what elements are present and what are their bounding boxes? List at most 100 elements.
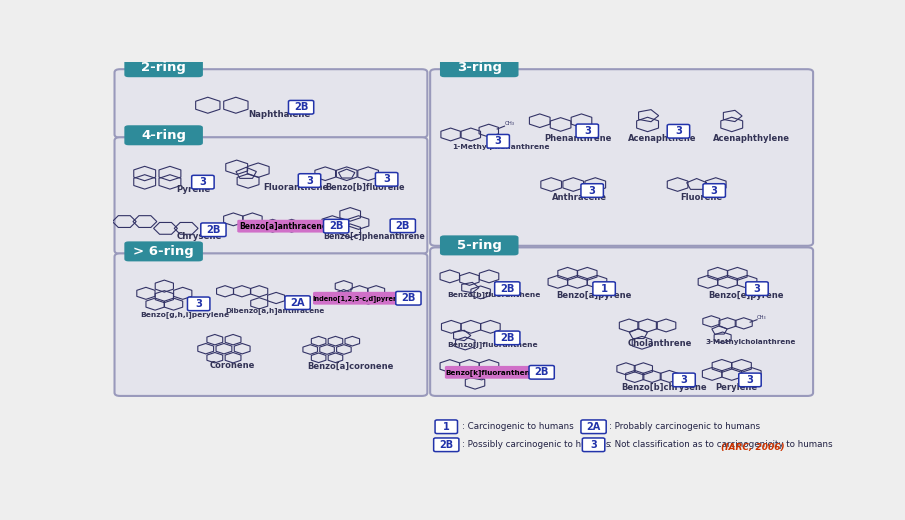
Text: Acenaphthylene: Acenaphthylene xyxy=(713,134,790,142)
Text: 2B: 2B xyxy=(401,293,415,303)
FancyBboxPatch shape xyxy=(313,292,402,305)
FancyBboxPatch shape xyxy=(376,173,398,186)
Text: Coronene: Coronene xyxy=(210,361,255,370)
FancyBboxPatch shape xyxy=(124,125,203,145)
Text: Anthracene: Anthracene xyxy=(551,193,606,202)
Text: Pyrene: Pyrene xyxy=(176,185,211,193)
FancyBboxPatch shape xyxy=(299,174,320,187)
Text: : Carcinogenic to humans: : Carcinogenic to humans xyxy=(462,422,574,431)
FancyBboxPatch shape xyxy=(435,420,458,434)
Text: 2B: 2B xyxy=(329,221,343,231)
Text: Phenanthrene: Phenanthrene xyxy=(544,134,611,142)
Text: 3: 3 xyxy=(306,176,313,186)
FancyBboxPatch shape xyxy=(430,248,813,396)
FancyBboxPatch shape xyxy=(289,100,314,114)
FancyBboxPatch shape xyxy=(746,282,768,295)
Text: Benzo[b]chrysene: Benzo[b]chrysene xyxy=(621,383,707,392)
FancyBboxPatch shape xyxy=(487,135,510,148)
Text: Dibenzo[a,h]anthracene: Dibenzo[a,h]anthracene xyxy=(225,307,325,314)
FancyBboxPatch shape xyxy=(285,296,310,309)
Text: 3-ring: 3-ring xyxy=(457,61,501,74)
Text: Benzo[b]fluorene: Benzo[b]fluorene xyxy=(325,183,405,191)
Text: 5-ring: 5-ring xyxy=(457,239,501,252)
Text: 3: 3 xyxy=(584,126,591,136)
FancyBboxPatch shape xyxy=(738,373,761,387)
Text: 3: 3 xyxy=(747,375,753,385)
FancyBboxPatch shape xyxy=(440,236,519,255)
FancyBboxPatch shape xyxy=(581,420,606,434)
Text: : Probably carcinogenic to humans: : Probably carcinogenic to humans xyxy=(609,422,760,431)
Text: 2B: 2B xyxy=(439,440,453,450)
Text: 2B: 2B xyxy=(206,225,221,235)
Text: 2B: 2B xyxy=(500,283,514,294)
Text: 1: 1 xyxy=(443,422,450,432)
FancyBboxPatch shape xyxy=(440,57,519,77)
Text: 4-ring: 4-ring xyxy=(141,129,186,142)
Text: 3: 3 xyxy=(710,186,718,196)
FancyBboxPatch shape xyxy=(495,331,520,345)
Text: 1: 1 xyxy=(601,283,607,294)
Text: 3: 3 xyxy=(675,126,681,136)
Text: Acenaphthene: Acenaphthene xyxy=(628,134,697,142)
Text: 3: 3 xyxy=(589,186,595,196)
Text: 2B: 2B xyxy=(500,333,514,343)
FancyBboxPatch shape xyxy=(433,438,459,451)
Text: Benzo[b]fluoranthene: Benzo[b]fluoranthene xyxy=(448,291,541,298)
FancyBboxPatch shape xyxy=(395,291,421,305)
FancyBboxPatch shape xyxy=(581,184,604,197)
Text: 2B: 2B xyxy=(294,102,309,112)
FancyBboxPatch shape xyxy=(667,124,690,138)
FancyBboxPatch shape xyxy=(672,373,695,387)
Text: Fluoranthene: Fluoranthene xyxy=(263,184,329,192)
Text: Benzo[a]pyrene: Benzo[a]pyrene xyxy=(557,291,632,301)
Text: CH₃: CH₃ xyxy=(504,121,515,126)
FancyBboxPatch shape xyxy=(192,175,214,189)
Text: > 6-ring: > 6-ring xyxy=(133,245,194,258)
Text: 3-Methylcholanthrene: 3-Methylcholanthrene xyxy=(706,340,796,345)
Text: CH₃: CH₃ xyxy=(757,315,767,320)
Text: Naphthalene: Naphthalene xyxy=(248,110,310,119)
FancyBboxPatch shape xyxy=(582,438,605,451)
Text: 2B: 2B xyxy=(535,367,548,378)
FancyBboxPatch shape xyxy=(576,124,598,138)
FancyBboxPatch shape xyxy=(445,366,535,379)
FancyBboxPatch shape xyxy=(593,282,615,295)
FancyBboxPatch shape xyxy=(201,223,226,237)
Text: Benzo[e]pyrene: Benzo[e]pyrene xyxy=(708,291,784,301)
Text: : Not classification as to carcinogenicity to humans: : Not classification as to carcinogenici… xyxy=(609,440,833,449)
Text: Chrysene: Chrysene xyxy=(176,232,222,241)
Text: Indeno[1,2,3-c,d]pyrene: Indeno[1,2,3-c,d]pyrene xyxy=(312,295,402,302)
FancyBboxPatch shape xyxy=(115,69,427,138)
FancyBboxPatch shape xyxy=(237,220,329,232)
Text: 3: 3 xyxy=(199,177,206,187)
Text: 3: 3 xyxy=(495,136,501,146)
FancyBboxPatch shape xyxy=(187,297,210,310)
FancyBboxPatch shape xyxy=(703,184,726,197)
Text: 3: 3 xyxy=(195,299,202,309)
FancyBboxPatch shape xyxy=(124,241,203,262)
FancyBboxPatch shape xyxy=(124,57,203,77)
FancyBboxPatch shape xyxy=(430,69,813,246)
Text: 2A: 2A xyxy=(291,297,305,308)
Text: Benzo[j]fluoranthene: Benzo[j]fluoranthene xyxy=(448,341,538,347)
FancyBboxPatch shape xyxy=(115,253,427,396)
FancyBboxPatch shape xyxy=(390,219,415,232)
Text: Benzo[c]phenanthrene: Benzo[c]phenanthrene xyxy=(324,232,425,241)
Text: Benzo[g,h,i]perylene: Benzo[g,h,i]perylene xyxy=(139,310,229,318)
Text: Benzo[a]anthracene: Benzo[a]anthracene xyxy=(240,222,328,231)
Text: 2A: 2A xyxy=(586,422,601,432)
Text: 1-Methylphenanthrene: 1-Methylphenanthrene xyxy=(452,144,549,150)
Text: : Possibly carcinogenic to humans: : Possibly carcinogenic to humans xyxy=(462,440,610,449)
Text: Benzo[k]fluoranthene: Benzo[k]fluoranthene xyxy=(445,369,535,376)
Text: 3: 3 xyxy=(590,440,597,450)
Text: 2B: 2B xyxy=(395,221,410,231)
Text: 3: 3 xyxy=(681,375,688,385)
FancyBboxPatch shape xyxy=(495,282,520,295)
FancyBboxPatch shape xyxy=(324,219,348,233)
Text: 3: 3 xyxy=(754,283,760,294)
Text: Perylene: Perylene xyxy=(715,383,757,392)
Text: 3: 3 xyxy=(383,174,390,184)
FancyBboxPatch shape xyxy=(529,366,554,379)
Text: (IARC, 2006): (IARC, 2006) xyxy=(721,443,785,452)
Text: Fluorene: Fluorene xyxy=(681,193,723,202)
